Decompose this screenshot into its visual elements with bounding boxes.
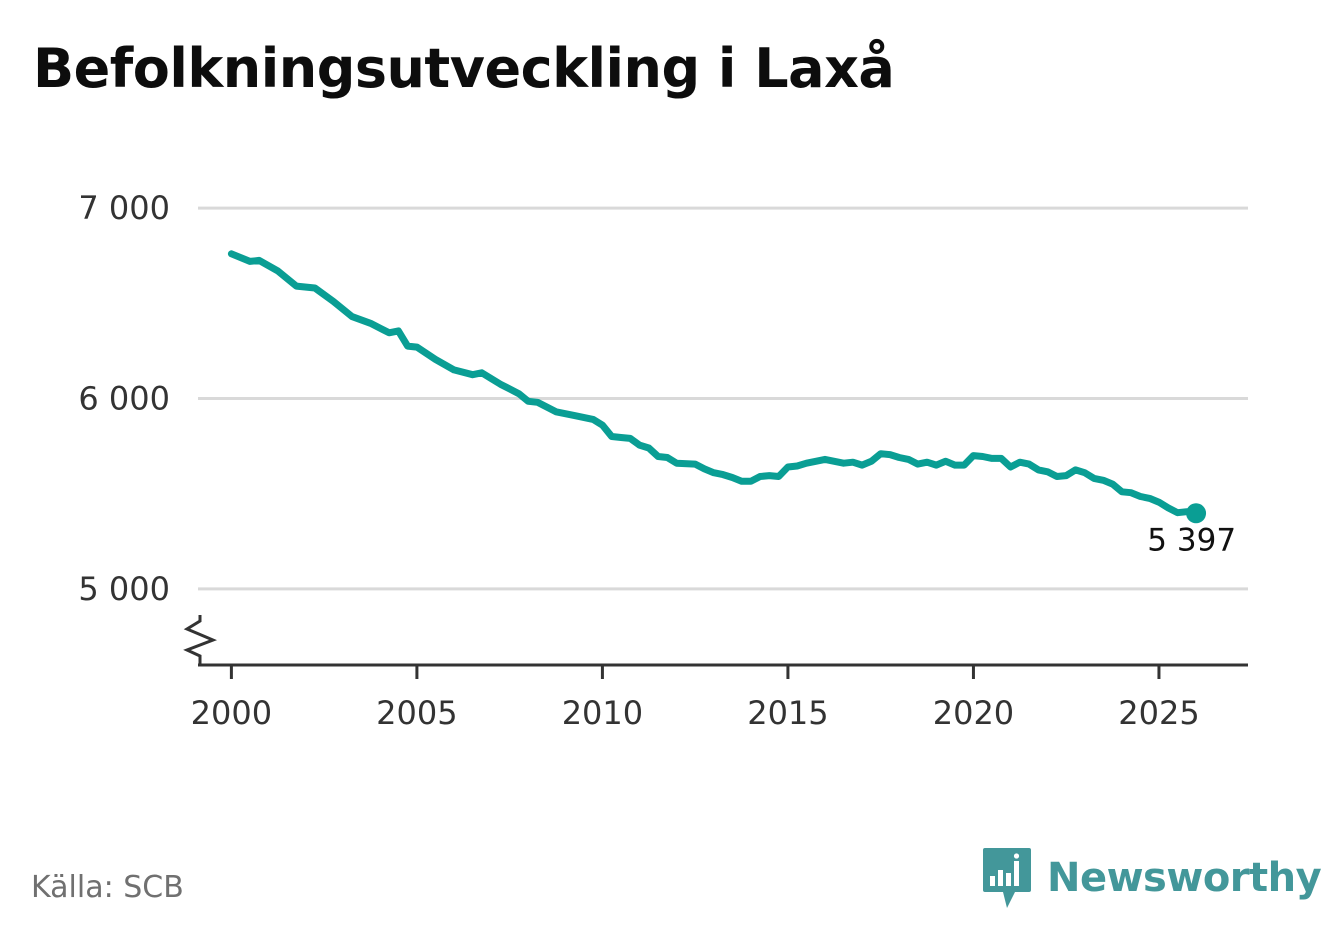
y-tick-label: 6 000 — [78, 379, 170, 417]
series-line-befolkning — [227, 250, 1200, 517]
gridlines — [198, 206, 1248, 591]
end-point-marker — [1186, 503, 1207, 524]
axes — [183, 615, 1248, 679]
newsworthy-bar-chart-bubble-icon — [983, 848, 1031, 908]
labels: 5 000 6 000 7 000 2000 2005 2010 2015 2020 2025 5… — [78, 189, 1236, 732]
x-tick-label: 2015 — [747, 694, 828, 732]
x-tick-label: 2010 — [562, 694, 643, 732]
chart-title: Befolkningsutveckling i Laxå — [33, 37, 895, 100]
source-label: Källa: SCB — [31, 870, 184, 905]
brand-logo[interactable]: Newsworthy — [981, 846, 1322, 910]
x-tick-label: 2000 — [191, 694, 272, 732]
brand-name: Newsworthy — [1047, 855, 1322, 901]
axis-break-icon — [183, 615, 218, 664]
y-tick-label: 5 000 — [78, 570, 170, 608]
series — [227, 250, 1207, 524]
x-tick-label: 2025 — [1118, 694, 1199, 732]
x-tick-label: 2005 — [376, 694, 457, 732]
x-tick-label: 2020 — [933, 694, 1014, 732]
end-value-label: 5 397 — [1147, 522, 1236, 558]
y-tick-label: 7 000 — [78, 189, 170, 227]
